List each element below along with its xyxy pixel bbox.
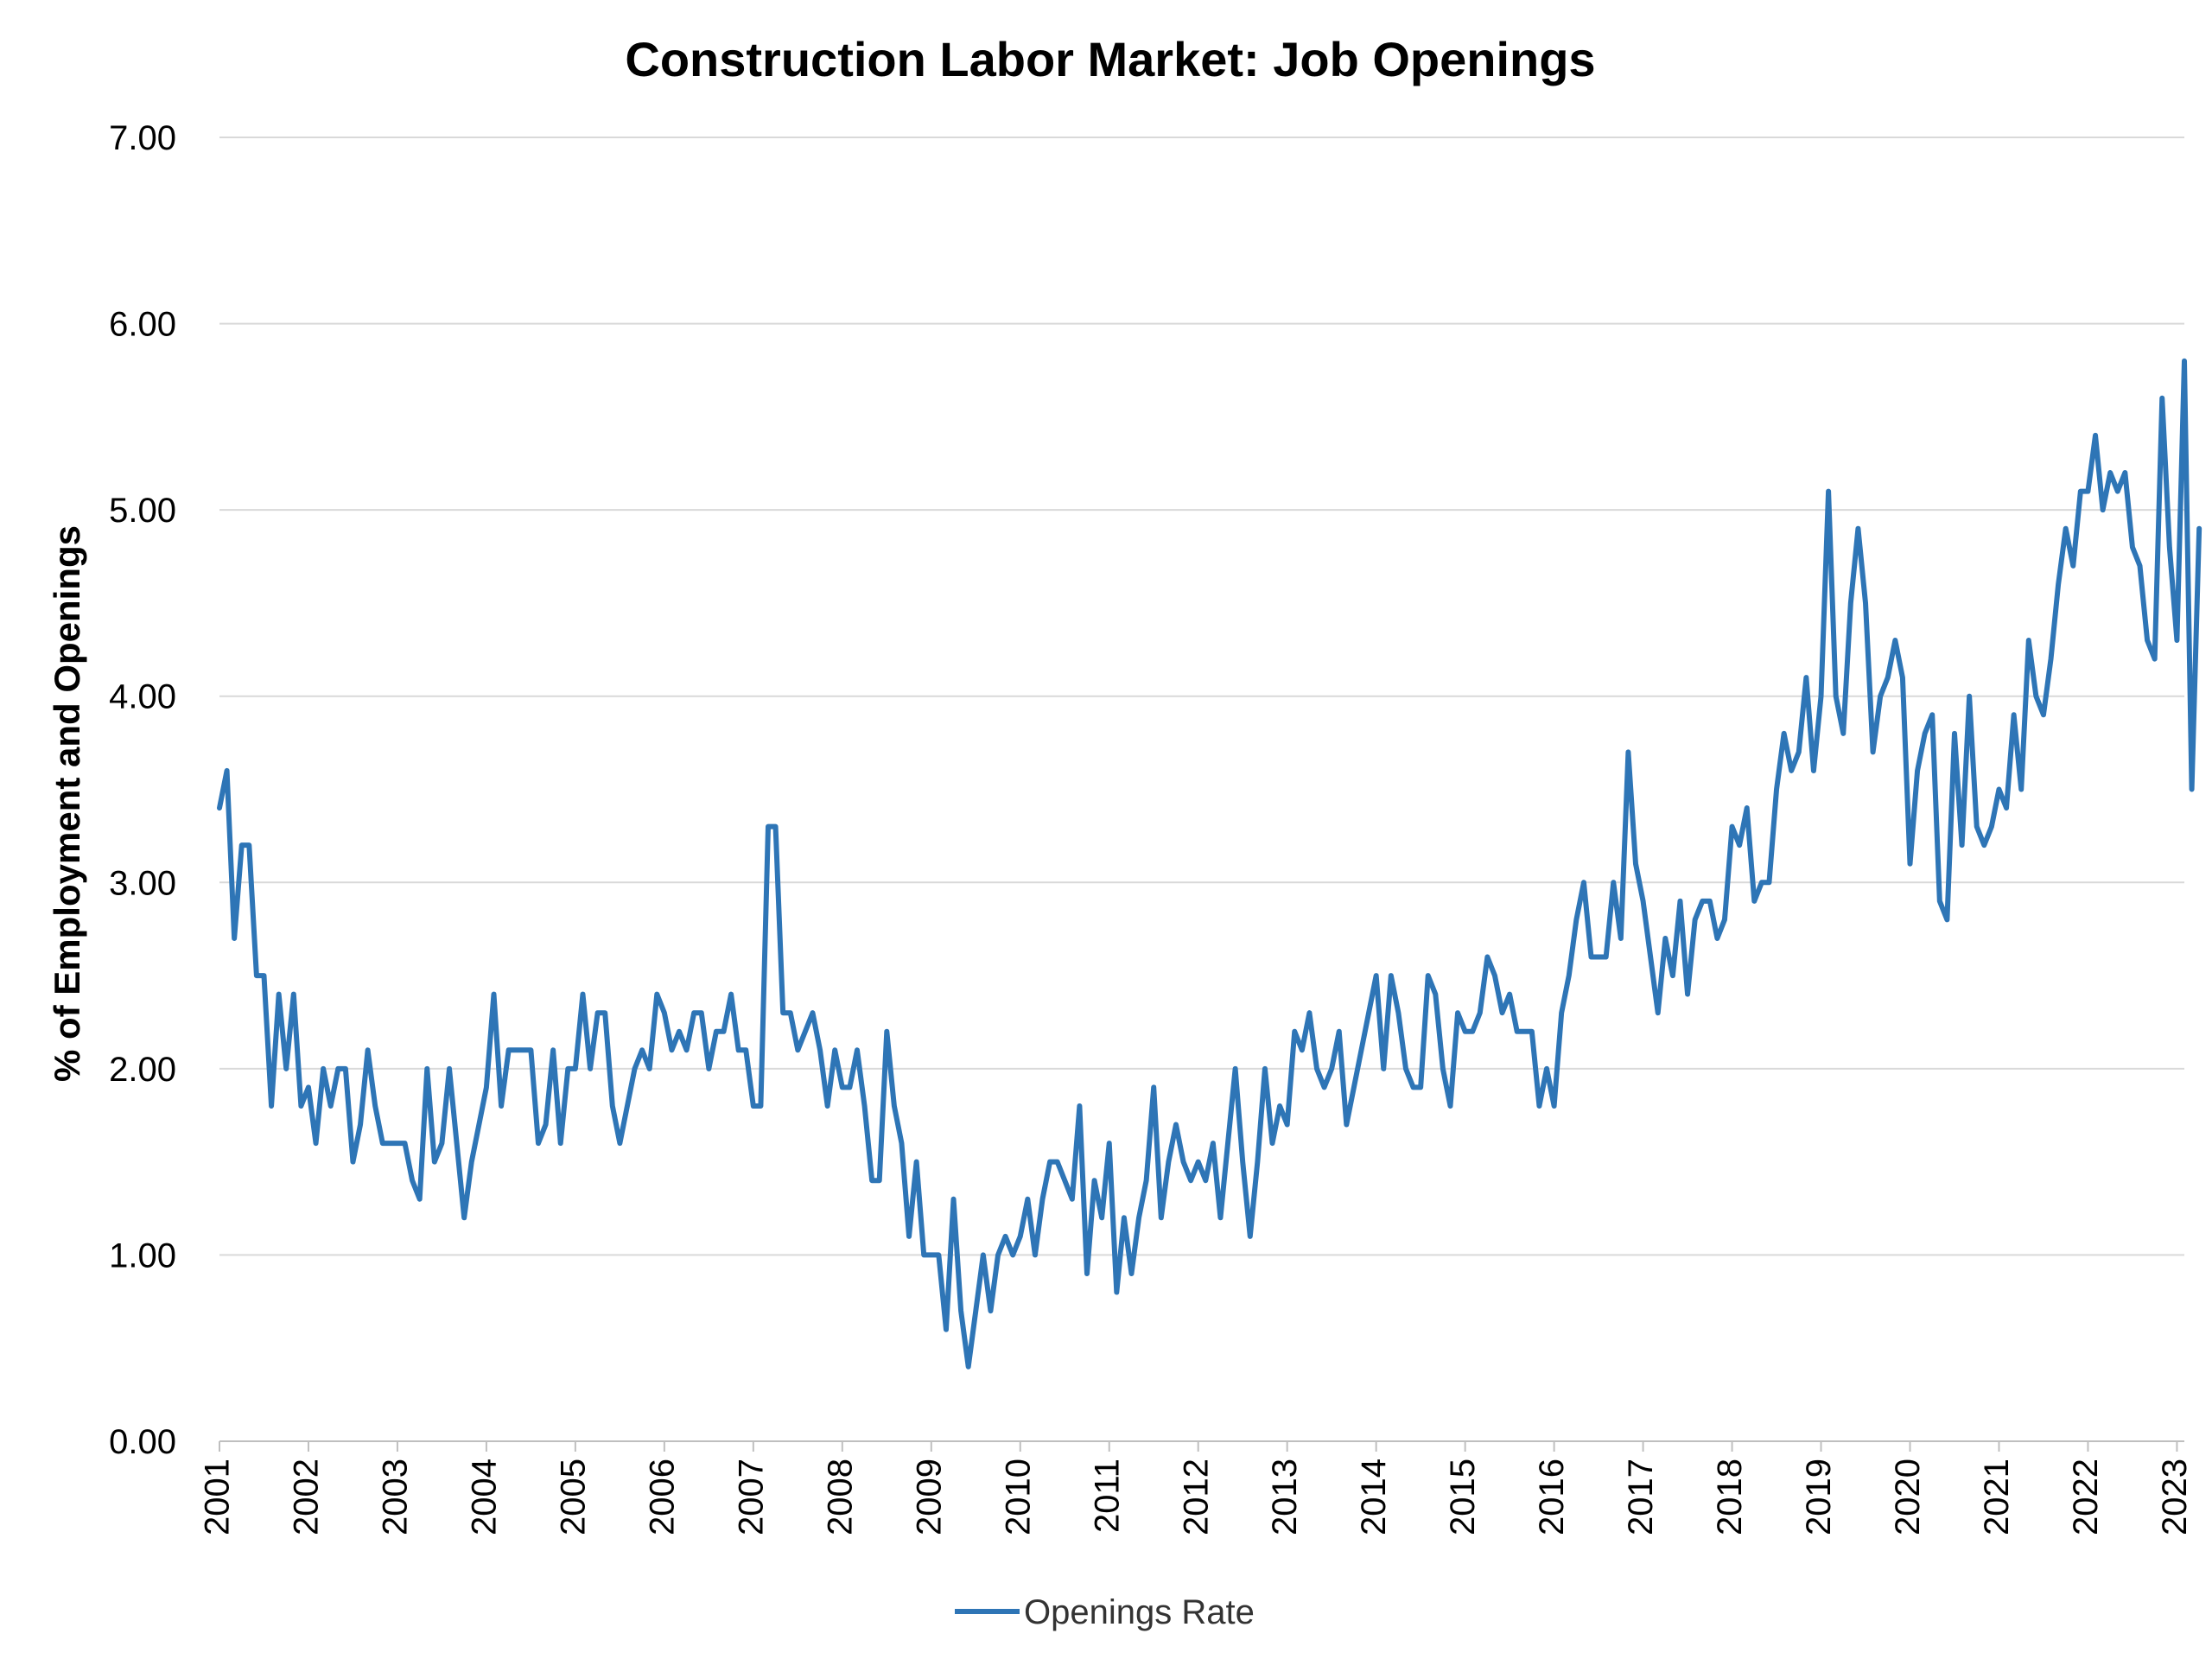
x-tick-label: 2004 <box>465 1459 503 1535</box>
x-tick-label: 2022 <box>2067 1459 2105 1535</box>
x-tick-label: 2019 <box>1800 1459 1838 1535</box>
series-line-openings-rate <box>217 358 2202 1370</box>
x-tick-label: 2016 <box>1533 1459 1571 1535</box>
x-tick-label: 2012 <box>1177 1459 1215 1535</box>
x-tick-label: 2015 <box>1444 1459 1482 1535</box>
x-tick-label: 2021 <box>1978 1459 2016 1535</box>
x-axis-ticks: 2001 2002 2003 2004 2005 2006 2007 2008 2009 2010… <box>199 1441 2194 1535</box>
x-tick-label: 2011 <box>1088 1459 1126 1533</box>
x-tick-label: 2005 <box>554 1459 592 1535</box>
y-tick-label: 1.00 <box>109 1236 176 1274</box>
y-tick-label: 6.00 <box>109 306 176 344</box>
x-tick-label: 2017 <box>1622 1459 1660 1535</box>
x-tick-label: 2023 <box>2156 1459 2194 1535</box>
y-tick-label: 3.00 <box>109 864 176 902</box>
y-tick-label: 0.00 <box>109 1423 176 1461</box>
y-axis-ticks: 0.00 1.00 2.00 3.00 4.00 5.00 6.00 7.00 <box>109 119 176 1461</box>
x-tick-label: 2014 <box>1355 1459 1393 1535</box>
x-tick-label: 2001 <box>199 1459 237 1535</box>
legend: Openings Rate <box>955 1593 1255 1631</box>
x-tick-label: 2020 <box>1889 1459 1927 1535</box>
x-tick-label: 2006 <box>643 1459 681 1535</box>
series-lines <box>217 358 2202 1370</box>
x-tick-label: 2007 <box>732 1459 770 1535</box>
chart-title: Construction Labor Market: Job Openings <box>625 32 1595 86</box>
gridlines <box>219 137 2184 1442</box>
x-tick-label: 2010 <box>999 1459 1037 1535</box>
x-tick-label: 2008 <box>821 1459 859 1535</box>
legend-label: Openings Rate <box>1024 1593 1255 1631</box>
y-tick-label: 2.00 <box>109 1051 176 1089</box>
x-tick-label: 2009 <box>910 1459 948 1535</box>
x-tick-label: 2018 <box>1711 1459 1749 1535</box>
x-tick-label: 2003 <box>377 1459 415 1535</box>
x-tick-label: 2013 <box>1266 1459 1304 1535</box>
y-axis-label: % of Employment and Openings <box>47 525 87 1082</box>
x-tick-label: 2002 <box>288 1459 326 1535</box>
y-tick-label: 7.00 <box>109 119 176 157</box>
y-tick-label: 5.00 <box>109 492 176 530</box>
y-tick-label: 4.00 <box>109 678 176 716</box>
